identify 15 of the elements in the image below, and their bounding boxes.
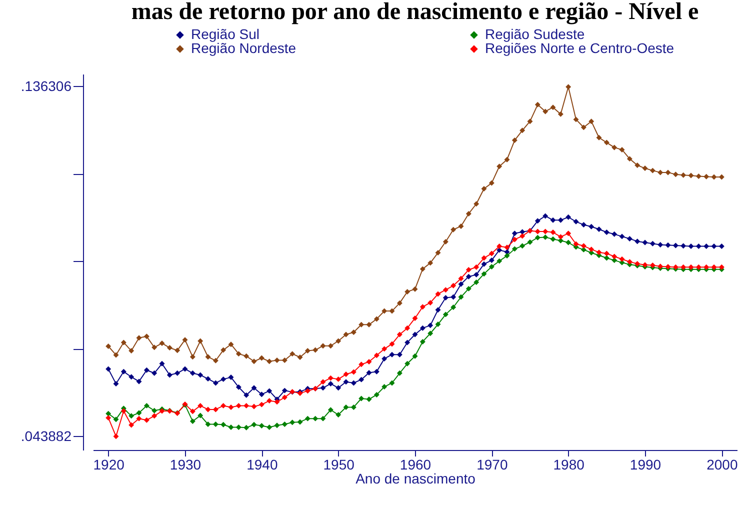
legend-label: Região Sudeste: [485, 26, 585, 42]
x-tick-label: 1970: [476, 456, 508, 472]
x-tick-label: 1930: [170, 456, 202, 472]
x-tick-label: 1920: [93, 456, 125, 472]
x-tick-label: 1990: [630, 456, 662, 472]
y-tick-label: .043882: [20, 428, 72, 444]
x-tick-label: 1960: [400, 456, 432, 472]
x-tick-label: 2000: [706, 456, 738, 472]
x-tick-label: 1950: [323, 456, 355, 472]
chart-title: mas de retorno por ano de nascimento e região - Nível e: [131, 0, 699, 25]
x-tick-label: 1940: [246, 456, 278, 472]
legend-label: Região Sul: [191, 26, 260, 42]
y-tick-label: .136306: [20, 78, 72, 94]
x-tick-label: 1980: [553, 456, 585, 472]
x-axis-title: Ano de nascimento: [356, 470, 476, 486]
